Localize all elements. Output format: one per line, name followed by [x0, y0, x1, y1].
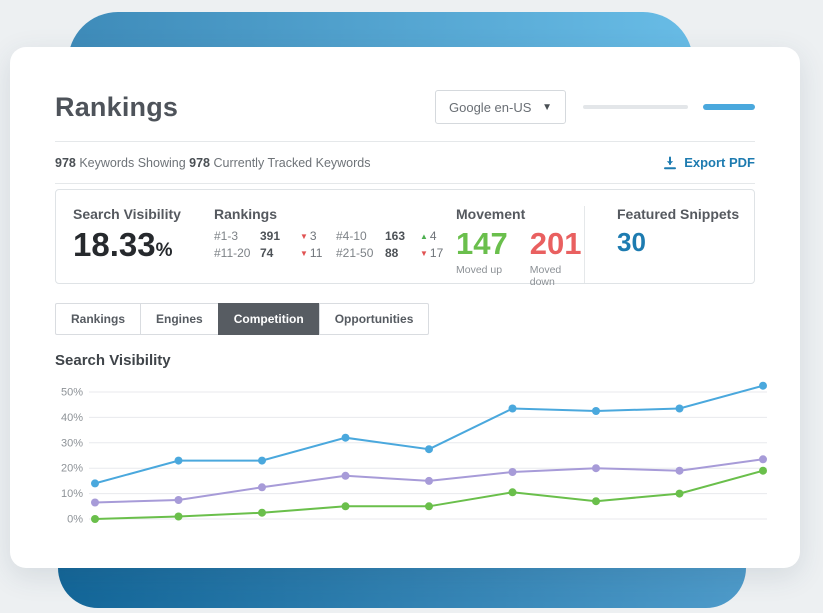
- tracked-count: 978: [189, 155, 210, 170]
- tab-competition[interactable]: Competition: [217, 303, 320, 335]
- chart-point-series-3[interactable]: [91, 515, 99, 523]
- y-axis-tick-label: 40%: [61, 412, 83, 424]
- chart-point-series-3[interactable]: [675, 489, 684, 498]
- keywords-summary: 978 Keywords Showing 978 Currently Track…: [55, 156, 371, 170]
- rank-range: #11-20: [214, 246, 251, 260]
- chart-point-series-3[interactable]: [174, 512, 183, 521]
- moved-up-value: 147: [456, 226, 508, 261]
- chart-point-series-3[interactable]: [258, 508, 266, 517]
- download-icon: [664, 156, 677, 169]
- chart-point-series-2[interactable]: [675, 466, 684, 475]
- search-visibility-stat: Search Visibility 18.33%: [73, 206, 214, 283]
- y-axis-tick-label: 0%: [67, 514, 83, 526]
- rankings-card: Rankings Google en-US ▼ 978 Keywords Sho…: [10, 47, 800, 568]
- chart-point-series-1[interactable]: [592, 407, 600, 415]
- chart-line-series-1: [94, 384, 764, 485]
- chart-point-series-1[interactable]: [341, 433, 350, 442]
- rank-range: #21-50: [336, 246, 374, 260]
- rankings-breakdown: #1-3 391 ▼ 3 #4-10 163 ▲ 4 #11-20 74 ▼ 11 #…: [214, 228, 456, 262]
- rank-change: ▼ 11: [300, 246, 323, 260]
- export-pdf-label: Export PDF: [684, 155, 755, 170]
- moved-down-stat: 201 Moved down: [530, 228, 584, 288]
- tab-opportunities[interactable]: Opportunities: [318, 303, 430, 335]
- featured-snippets-label: Featured Snippets: [617, 206, 740, 222]
- chart-point-series-2[interactable]: [759, 455, 767, 464]
- export-pdf-button[interactable]: Export PDF: [663, 155, 755, 170]
- rank-value: 391: [260, 229, 281, 243]
- chart-point-series-3[interactable]: [592, 497, 600, 506]
- chart-point-series-1[interactable]: [258, 456, 266, 465]
- range-slider-track[interactable]: [583, 105, 688, 109]
- moved-down-label: Moved down: [529, 264, 562, 288]
- y-axis-tick-label: 50%: [61, 387, 83, 399]
- chart-point-series-1[interactable]: [675, 404, 684, 413]
- card-header: Rankings Google en-US ▼: [55, 47, 755, 124]
- percent-sign: %: [155, 240, 173, 261]
- chart-point-series-3[interactable]: [759, 466, 767, 475]
- chart-container: 0% 10% 20% 30% 40% 50%: [55, 375, 767, 530]
- rank-range: #4-10: [336, 229, 367, 243]
- header-divider: [55, 141, 755, 142]
- keywords-count: 978: [55, 155, 76, 170]
- moved-up-stat: 147 Moved up: [456, 228, 508, 288]
- chart-point-series-2[interactable]: [341, 471, 350, 480]
- chart-point-series-1[interactable]: [174, 456, 183, 465]
- subheader-divider: [55, 183, 755, 184]
- chart-point-series-3[interactable]: [341, 502, 350, 511]
- chart-point-series-2[interactable]: [258, 483, 266, 492]
- bottom-gradient-decoration: [58, 568, 746, 608]
- tab-engines[interactable]: Engines: [140, 303, 219, 335]
- chart-point-series-1[interactable]: [508, 404, 517, 413]
- keywords-label: Keywords Showing: [79, 155, 186, 170]
- y-axis-tick-label: 10%: [61, 488, 83, 500]
- search-visibility-label: Search Visibility: [73, 206, 181, 222]
- movement-stat: Movement 147 Moved up 201 Moved down: [456, 206, 584, 288]
- chart-point-series-2[interactable]: [508, 468, 517, 476]
- chart-point-series-2[interactable]: [592, 464, 600, 473]
- view-tabs: Rankings Engines Competition Opportuniti…: [55, 303, 430, 335]
- range-slider-thumb[interactable]: [703, 104, 755, 110]
- tab-rankings[interactable]: Rankings: [55, 303, 142, 335]
- chart-point-series-2[interactable]: [174, 496, 183, 504]
- tracked-label: Currently Tracked Keywords: [213, 155, 371, 170]
- rank-change: ▼ 17: [420, 246, 444, 260]
- chart-point-series-1[interactable]: [91, 479, 99, 488]
- rank-value: 163: [385, 229, 406, 243]
- keywords-summary-row: 978 Keywords Showing 978 Currently Track…: [55, 155, 755, 170]
- chart-point-series-3[interactable]: [425, 502, 433, 511]
- rank-value: 88: [385, 246, 399, 260]
- triangle-icon: ▼: [300, 249, 308, 258]
- chart-point-series-1[interactable]: [759, 381, 767, 390]
- chart-point-series-1[interactable]: [425, 445, 433, 454]
- search-visibility-value: 18.33%: [73, 226, 173, 263]
- rankings-label: Rankings: [214, 206, 278, 222]
- featured-snippets-stat: Featured Snippets 30: [584, 206, 739, 283]
- chart-point-series-2[interactable]: [91, 498, 99, 507]
- engine-selector-value: Google en-US: [449, 99, 532, 115]
- movement-label: Movement: [456, 206, 526, 222]
- chart-title: Search Visibility: [55, 352, 171, 369]
- moved-up-label: Moved up: [456, 264, 503, 276]
- chart-point-series-2[interactable]: [425, 476, 433, 485]
- moved-down-value: 201: [529, 226, 582, 261]
- triangle-icon: ▲: [420, 232, 428, 241]
- rankings-stat: Rankings #1-3 391 ▼ 3 #4-10 163 ▲ 4 #11-20…: [214, 206, 456, 283]
- rank-value: 74: [260, 246, 274, 260]
- chart-point-series-3[interactable]: [508, 488, 517, 497]
- rank-change: ▼ 3: [300, 229, 317, 243]
- featured-snippets-value: 30: [617, 227, 646, 257]
- rank-change: ▲ 4: [420, 229, 437, 243]
- y-axis-tick-label: 30%: [61, 437, 83, 449]
- y-axis-tick-label: 20%: [61, 463, 83, 475]
- chevron-down-icon: ▼: [542, 101, 552, 113]
- triangle-icon: ▼: [420, 249, 428, 258]
- page-title: Rankings: [55, 91, 179, 122]
- stats-summary-box: Search Visibility 18.33% Rankings #1-3 3…: [55, 189, 755, 288]
- engine-selector[interactable]: Google en-US ▼: [435, 90, 566, 124]
- search-visibility-chart: 0% 10% 20% 30% 40% 50%: [61, 381, 767, 526]
- triangle-icon: ▼: [300, 232, 308, 241]
- rank-range: #1-3: [214, 229, 239, 243]
